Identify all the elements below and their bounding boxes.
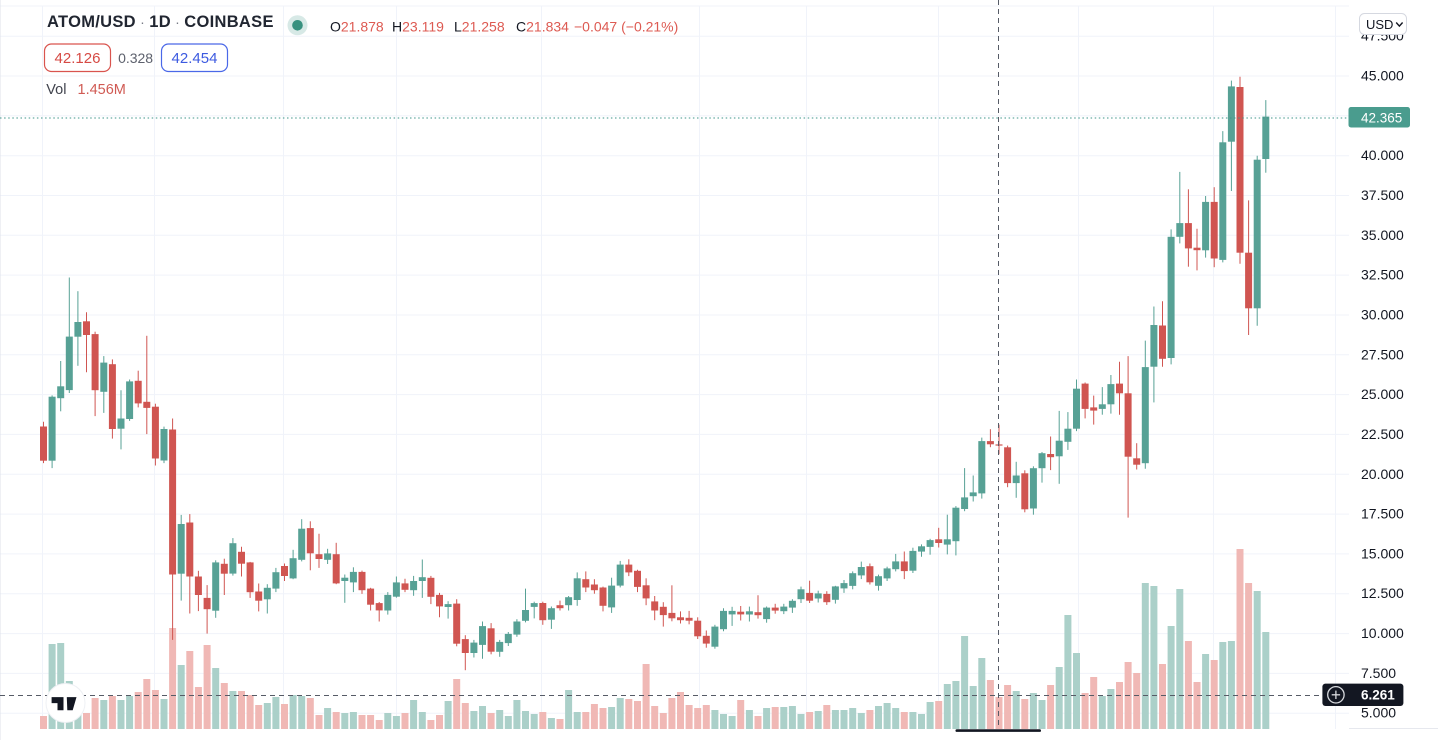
svg-text:35.000: 35.000	[1361, 227, 1404, 243]
svg-text:27.500: 27.500	[1361, 346, 1404, 362]
svg-text:7.500: 7.500	[1361, 665, 1396, 681]
svg-text:Vol: Vol	[46, 82, 66, 98]
svg-text:12.500: 12.500	[1361, 585, 1404, 601]
svg-text:USD: USD	[1366, 17, 1393, 32]
svg-text:22.500: 22.500	[1361, 426, 1404, 442]
svg-text:30.000: 30.000	[1361, 307, 1404, 323]
svg-text:C21.834: C21.834	[516, 19, 569, 35]
svg-text:1.456M: 1.456M	[78, 82, 126, 98]
svg-text:45.000: 45.000	[1361, 68, 1404, 84]
svg-text:42.365: 42.365	[1361, 111, 1402, 126]
svg-text:17.500: 17.500	[1361, 506, 1404, 522]
svg-text:15.000: 15.000	[1361, 545, 1404, 561]
svg-text:−0.047 (−0.21%): −0.047 (−0.21%)	[574, 19, 678, 35]
svg-text:32.500: 32.500	[1361, 267, 1404, 283]
svg-text:0.328: 0.328	[118, 50, 153, 66]
svg-text:6.261: 6.261	[1361, 688, 1395, 703]
svg-text:ATOM/USD · 1D · COINBASE: ATOM/USD · 1D · COINBASE	[47, 13, 274, 31]
svg-text:42.454: 42.454	[172, 50, 218, 67]
svg-text:40.000: 40.000	[1361, 147, 1404, 163]
svg-text:37.500: 37.500	[1361, 187, 1404, 203]
svg-text:42.126: 42.126	[55, 50, 101, 67]
svg-text:O21.878: O21.878	[330, 19, 384, 35]
svg-text:5.000: 5.000	[1361, 705, 1396, 721]
svg-text:25.000: 25.000	[1361, 386, 1404, 402]
svg-text:20.000: 20.000	[1361, 466, 1404, 482]
svg-text:L21.258: L21.258	[454, 19, 505, 35]
svg-text:10.000: 10.000	[1361, 625, 1404, 641]
svg-text:H23.119: H23.119	[392, 19, 444, 35]
